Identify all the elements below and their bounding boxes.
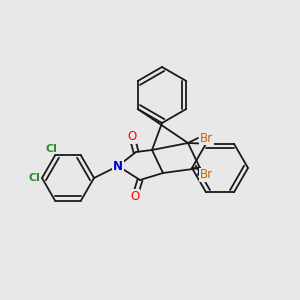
Text: Cl: Cl [45, 144, 57, 154]
Text: O: O [128, 130, 136, 143]
Text: N: N [113, 160, 123, 172]
Text: O: O [130, 190, 140, 202]
Text: Br: Br [200, 131, 213, 145]
Text: Cl: Cl [28, 173, 40, 183]
Text: Br: Br [200, 169, 213, 182]
